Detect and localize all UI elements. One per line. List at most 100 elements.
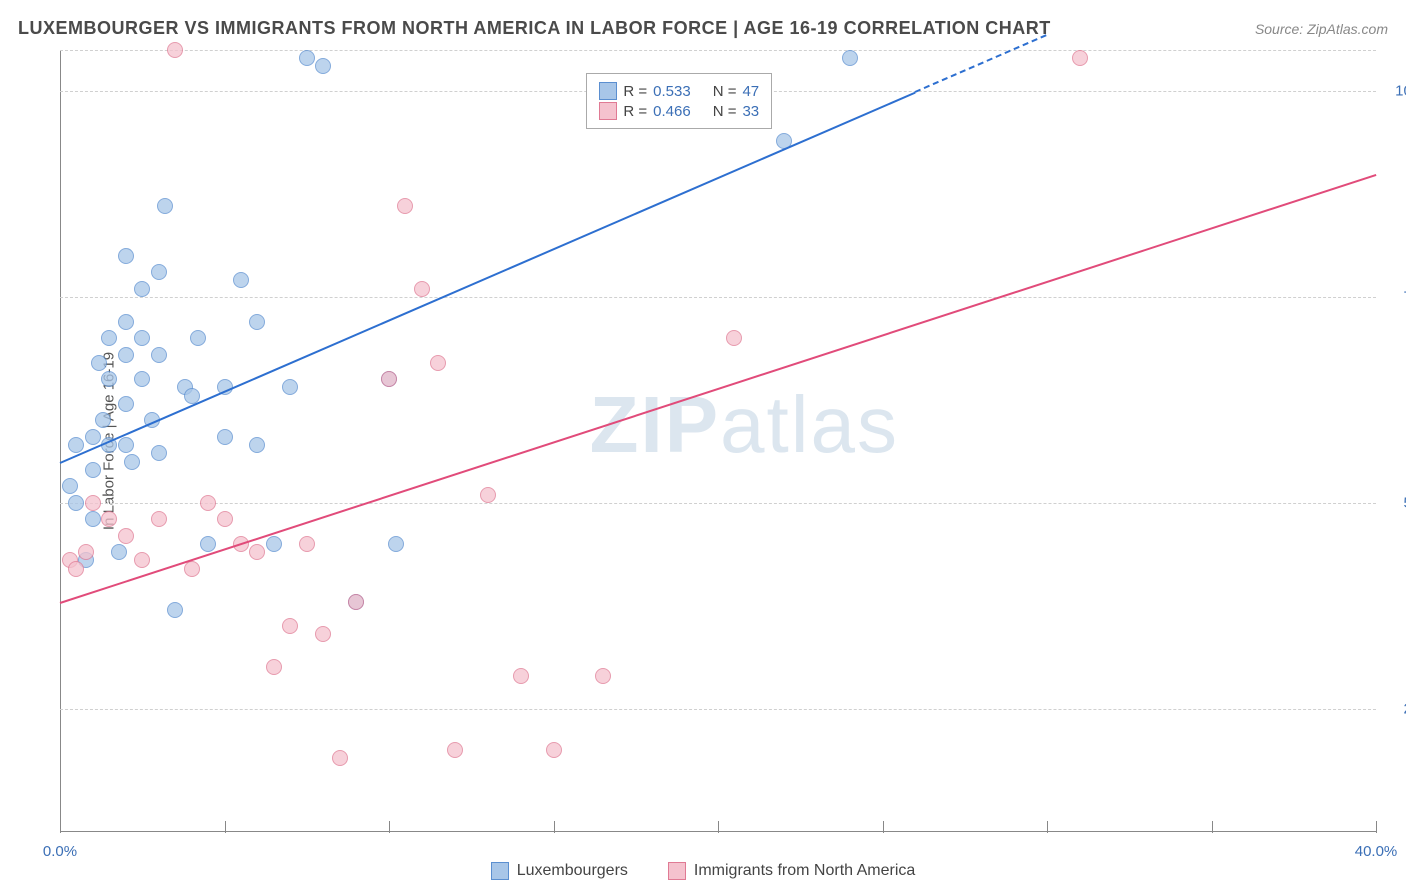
- legend-item: Immigrants from North America: [668, 862, 915, 880]
- data-point: [85, 495, 101, 511]
- data-point: [217, 429, 233, 445]
- data-point: [118, 314, 134, 330]
- data-point: [414, 281, 430, 297]
- legend-n-value: 47: [742, 83, 759, 100]
- x-tick: [1212, 821, 1213, 833]
- legend-series-name: Luxembourgers: [517, 862, 628, 880]
- data-point: [546, 742, 562, 758]
- data-point: [68, 437, 84, 453]
- data-point: [332, 750, 348, 766]
- data-point: [200, 536, 216, 552]
- legend-swatch: [599, 82, 617, 100]
- data-point: [101, 330, 117, 346]
- data-point: [1072, 50, 1088, 66]
- y-tick-label: 25.0%: [1386, 700, 1406, 717]
- x-tick: [225, 821, 226, 833]
- legend-r-label: R =: [623, 103, 647, 120]
- gridline: [60, 709, 1376, 710]
- data-point: [134, 330, 150, 346]
- legend-series-name: Immigrants from North America: [694, 862, 915, 880]
- data-point: [299, 536, 315, 552]
- x-tick: [60, 821, 61, 833]
- x-tick-label: 40.0%: [1355, 843, 1398, 860]
- data-point: [397, 198, 413, 214]
- data-point: [595, 668, 611, 684]
- data-point: [348, 594, 364, 610]
- data-point: [124, 454, 140, 470]
- data-point: [101, 371, 117, 387]
- y-tick-label: 50.0%: [1386, 494, 1406, 511]
- data-point: [62, 478, 78, 494]
- data-point: [118, 528, 134, 544]
- gridline: [60, 503, 1376, 504]
- data-point: [726, 330, 742, 346]
- legend-swatch: [668, 862, 686, 880]
- data-point: [68, 561, 84, 577]
- data-point: [85, 462, 101, 478]
- data-point: [299, 50, 315, 66]
- data-point: [282, 618, 298, 634]
- legend-n-label: N =: [713, 103, 737, 120]
- legend-row: R =0.533N =47: [599, 82, 759, 100]
- data-point: [430, 355, 446, 371]
- trend-line: [60, 91, 916, 463]
- data-point: [134, 552, 150, 568]
- trend-line: [60, 174, 1377, 604]
- data-point: [388, 536, 404, 552]
- y-axis-line: [60, 50, 61, 832]
- legend-n-value: 33: [742, 103, 759, 120]
- data-point: [315, 626, 331, 642]
- legend-n-label: N =: [713, 83, 737, 100]
- data-point: [151, 347, 167, 363]
- data-point: [68, 495, 84, 511]
- data-point: [217, 511, 233, 527]
- x-tick: [718, 821, 719, 833]
- data-point: [447, 742, 463, 758]
- x-tick: [554, 821, 555, 833]
- watermark: ZIPatlas: [590, 379, 899, 471]
- gridline: [60, 50, 1376, 51]
- data-point: [151, 511, 167, 527]
- legend-swatch: [491, 862, 509, 880]
- data-point: [249, 437, 265, 453]
- chart-title: LUXEMBOURGER VS IMMIGRANTS FROM NORTH AM…: [18, 18, 1051, 39]
- legend-r-value: 0.533: [653, 83, 691, 100]
- x-tick-label: 0.0%: [43, 843, 77, 860]
- data-point: [157, 198, 173, 214]
- data-point: [134, 371, 150, 387]
- data-point: [513, 668, 529, 684]
- plot-region: ZIPatlas In Labor Force | Age 16-19 25.0…: [60, 50, 1376, 832]
- data-point: [190, 330, 206, 346]
- data-point: [95, 412, 111, 428]
- data-point: [118, 347, 134, 363]
- data-point: [91, 355, 107, 371]
- data-point: [315, 58, 331, 74]
- source-label: Source: ZipAtlas.com: [1255, 21, 1388, 37]
- legend-row: R = 0.466 N = 33: [599, 102, 759, 120]
- data-point: [167, 42, 183, 58]
- data-point: [233, 272, 249, 288]
- gridline: [60, 297, 1376, 298]
- data-point: [480, 487, 496, 503]
- data-point: [381, 371, 397, 387]
- data-point: [151, 264, 167, 280]
- data-point: [118, 396, 134, 412]
- data-point: [282, 379, 298, 395]
- data-point: [85, 429, 101, 445]
- legend-r-value: 0.466: [653, 103, 691, 120]
- bottom-legend: Luxembourgers Immigrants from North Ameri…: [0, 862, 1406, 880]
- data-point: [134, 281, 150, 297]
- data-point: [249, 544, 265, 560]
- data-point: [78, 544, 94, 560]
- data-point: [249, 314, 265, 330]
- y-tick-label: 100.0%: [1386, 83, 1406, 100]
- data-point: [266, 536, 282, 552]
- trend-line-dashed: [915, 34, 1047, 93]
- data-point: [842, 50, 858, 66]
- data-point: [151, 445, 167, 461]
- x-tick: [1376, 821, 1377, 833]
- chart-area: ZIPatlas In Labor Force | Age 16-19 25.0…: [60, 50, 1376, 832]
- x-tick: [389, 821, 390, 833]
- x-tick: [883, 821, 884, 833]
- data-point: [118, 248, 134, 264]
